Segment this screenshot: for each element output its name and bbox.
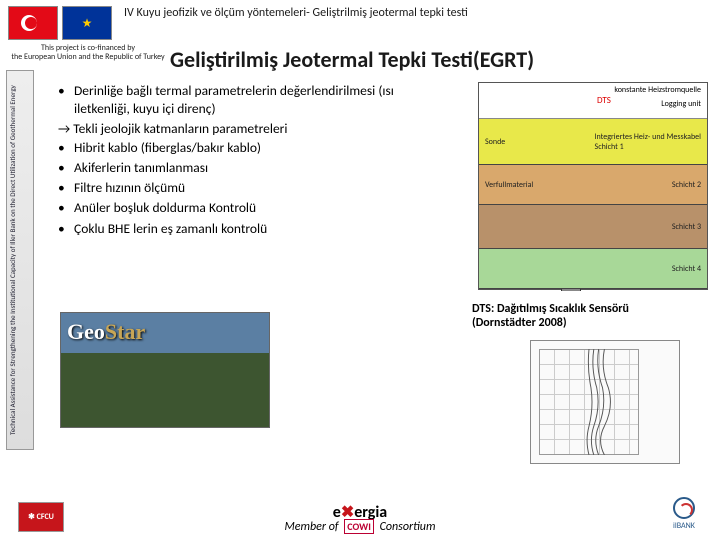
graph-thumbnail (530, 340, 680, 464)
breadcrumb: IV Kuyu jeofizik ve ölçüm yöntemeleri- G… (124, 6, 712, 20)
label-heizkabel: Integriertes Heiz- und Messkabel (595, 132, 701, 142)
header: ★ IV Kuyu jeofizik ve ölçüm yöntemeleri-… (0, 0, 720, 42)
footer-center: e✖ergia Member of COWI Consortium (285, 502, 436, 534)
layer-2: Verfullmaterial Schicht 2 (479, 165, 707, 205)
geostar-label: GeoStar (67, 319, 145, 345)
label-verfull: Verfullmaterial (485, 180, 533, 190)
layer-3: Schicht 3 (479, 205, 707, 249)
bullet-main: Derinliğe bağlı termal parametrelerin de… (50, 82, 450, 118)
sidebar-banner: Technical Assistance for Strengthening t… (6, 70, 34, 450)
footer: e✖ergia Member of COWI Consortium (0, 502, 720, 534)
label-sonde: Sonde (485, 137, 505, 147)
content-bullets: Derinliğe bağlı termal parametrelerin de… (50, 82, 450, 240)
member-line: Member of COWI Consortium (285, 520, 436, 534)
geostar-star: Star (105, 319, 145, 344)
dts-caption: DTS: Dağıtılmış Sıcaklık Sensörü (Dornst… (472, 302, 702, 330)
borehole-diagram: konstante Heizstromquelle DTS Logging un… (478, 82, 708, 290)
ilbank-logo: ilBANK (662, 494, 706, 534)
flag-eu-icon: ★ (62, 6, 112, 40)
bullet-3: Filtre hızının ölçümü (50, 179, 450, 197)
member-post: Consortium (377, 520, 436, 534)
layer-4: Schicht 4 (479, 249, 707, 289)
label-schicht4: Schicht 4 (672, 264, 701, 274)
label-s1: Schicht 1 (595, 142, 624, 152)
geostar-geo: Geo (67, 319, 105, 344)
cofinanced-note: This project is co-financed by the Europ… (8, 44, 168, 62)
graph-curves-icon (539, 349, 639, 455)
geostar-image: GeoStar (60, 312, 270, 428)
dts-caption-line2: (Dornstädter 2008) (472, 316, 702, 330)
dts-caption-line1: DTS: Dağıtılmış Sıcaklık Sensörü (472, 302, 702, 316)
ilbank-text: ilBANK (673, 521, 695, 531)
diagram-surface: konstante Heizstromquelle DTS Logging un… (479, 83, 707, 119)
label-schicht2: Schicht 2 (672, 180, 701, 190)
bullet-4: Anüler boşluk doldurma Kontrolü (50, 199, 450, 217)
label-const-heat: konstante Heizstromquelle (614, 85, 701, 95)
label-schicht3: Schicht 3 (672, 222, 701, 232)
bullet-1: Hibrit kablo (fiberglas/bakır kablo) (50, 139, 450, 157)
page-title: Geliştirilmiş Jeotermal Tepki Testi(EGRT… (170, 46, 720, 73)
ilbank-ring-icon (673, 497, 695, 519)
layer-1: Sonde Integriertes Heiz- und Messkabel S… (479, 119, 707, 165)
bullet-5: Çoklu BHE lerin eş zamanlı kontrolü (50, 220, 450, 238)
label-dts: DTS (597, 95, 611, 106)
cofinanced-line2: the European Union and the Republic of T… (8, 53, 168, 62)
bullet-arrow: Tekli jeolojik katmanların parametreleri (50, 120, 450, 138)
label-schicht1: Integriertes Heiz- und Messkabel Schicht… (595, 132, 701, 152)
member-pre: Member of (285, 520, 342, 534)
cowi-logo: COWI (344, 519, 374, 534)
flags: ★ (8, 6, 112, 40)
bullet-2: Akiferlerin tanımlanması (50, 159, 450, 177)
label-logging: Logging unit (661, 99, 701, 109)
flag-turkey-icon (8, 6, 58, 40)
header-texts: IV Kuyu jeofizik ve ölçüm yöntemeleri- G… (124, 6, 712, 32)
